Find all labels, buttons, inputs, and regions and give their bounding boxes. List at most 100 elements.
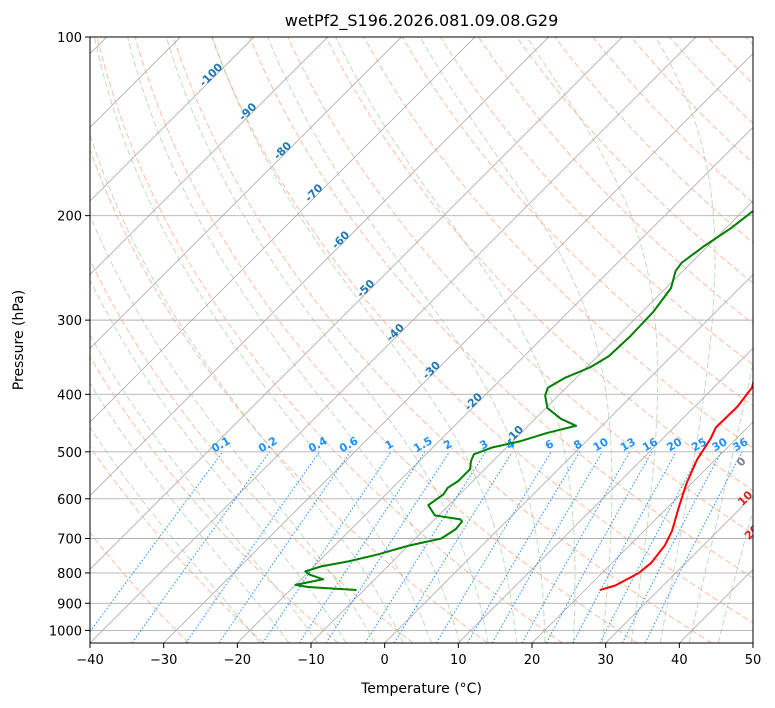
- isotherm-label: -30: [420, 358, 443, 381]
- isotherm-label: -100: [197, 60, 226, 89]
- x-tick-label: 10: [450, 653, 467, 668]
- moist-adiabat-line: [655, 37, 716, 643]
- isotherm-gridline: [90, 37, 476, 423]
- mixing-ratio-line: [90, 451, 224, 633]
- isotherm-gridline: [90, 37, 623, 570]
- x-tick-label: 50: [745, 653, 762, 668]
- dry-adiabat-line: [440, 37, 753, 366]
- y-tick-label: 300: [57, 314, 82, 329]
- y-tick-label: 1000: [49, 624, 82, 639]
- isotherm-gridline: [310, 200, 753, 643]
- plot-area: -100-90-80-70-60-50-40-30-20-10 0.1 0.2 0.…: [90, 37, 770, 643]
- mixing-ratio-lines: [90, 451, 743, 643]
- moist-adiabat-label: 10: [735, 488, 755, 508]
- y-tick-label: 200: [57, 210, 82, 225]
- y-tick-label: 400: [57, 388, 82, 403]
- y-axis-ticks: 100 200 300 400 500 600 700 800 900 1000: [49, 31, 90, 639]
- x-tick-label: −30: [150, 653, 177, 668]
- isotherm-label: -80: [271, 139, 294, 162]
- moist-adiabat-line: [90, 279, 347, 643]
- dry-adiabat-line: [592, 37, 753, 204]
- x-tick-label: −10: [297, 653, 324, 668]
- isotherm-gridline: [90, 37, 255, 202]
- dry-adiabat-line: [96, 37, 563, 643]
- sounding-series: [294, 209, 753, 592]
- temperature-profile-line: [599, 379, 753, 592]
- mixing-ratio-line: [185, 451, 320, 643]
- moist-adiabat-line: [335, 37, 576, 643]
- isotherm-label: -70: [302, 181, 325, 204]
- dry-adiabat-line: [90, 531, 190, 643]
- moist-adiabat-line: [165, 37, 489, 643]
- x-tick-label: −20: [224, 653, 251, 668]
- isotherm-gridline: [384, 274, 753, 643]
- mixing-ratio-line: [599, 451, 702, 643]
- moist-adiabat-line: [90, 426, 261, 643]
- isotherm-gridline: [163, 53, 753, 643]
- y-tick-label: 900: [57, 597, 82, 612]
- moist-adiabat-line: [267, 37, 546, 643]
- dry-adiabat-line: [249, 37, 753, 579]
- moist-adiabat-label: 30: [750, 554, 770, 574]
- mixing-ratio-line: [325, 451, 450, 643]
- mixing-ratio-line: [262, 451, 392, 643]
- x-tick-label: 0: [381, 653, 389, 668]
- mixing-ratio-line: [572, 451, 677, 643]
- isotherm-gridline: [605, 495, 753, 643]
- mixing-ratio-line: [467, 451, 581, 643]
- mixing-ratio-line: [545, 451, 653, 643]
- isotherm-gridline: [90, 37, 549, 497]
- x-tick-label: −40: [76, 653, 103, 668]
- mixing-ratio-line: [521, 451, 631, 643]
- mixing-ratio-line: [298, 451, 426, 643]
- mixing-ratio-labels: 0.1 0.2 0.4 0.6 1 1.5 2 3 4 6 8 10 13 16 20 25 30 36: [209, 434, 750, 455]
- moist-adiabat-line: [526, 37, 659, 643]
- mixing-ratio-line: [621, 451, 722, 643]
- x-tick-label: 40: [671, 653, 688, 668]
- isotherm-gridline: [752, 642, 753, 643]
- isotherm-gridline: [90, 37, 328, 276]
- y-tick-label: 600: [57, 493, 82, 508]
- isotherm-label: -60: [329, 228, 352, 251]
- mixing-ratio-label: 6: [543, 437, 556, 452]
- x-tick-label: 20: [524, 653, 541, 668]
- mixing-ratio-label: 2: [441, 437, 454, 452]
- moist-adiabat-line: [93, 37, 432, 643]
- dry-adiabat-line: [745, 37, 753, 46]
- isotherm-gridline: [237, 126, 753, 643]
- dewpoint-profile-line: [294, 209, 753, 592]
- y-tick-label: 100: [57, 31, 82, 46]
- y-tick-label: 500: [57, 446, 82, 461]
- isotherm-label: -50: [354, 277, 377, 300]
- dry-adiabat-line: [172, 37, 712, 643]
- mixing-ratio-line: [644, 451, 743, 643]
- moist-adiabat-line: [90, 333, 319, 643]
- dry-adiabat-line: [90, 445, 264, 643]
- isotherm-label: -20: [462, 390, 485, 413]
- y-tick-label: 700: [57, 533, 82, 548]
- x-axis-ticks: −40 −30 −20 −10 0 10 20 30 40 50: [76, 643, 761, 668]
- chart-title: wetPf2_S196.2026.081.09.08.G29: [285, 11, 559, 31]
- dry-adiabat-line: [90, 258, 414, 643]
- y-axis-label: Pressure (hPa): [11, 290, 27, 390]
- isotherm-gridline: [458, 347, 753, 643]
- mixing-ratio-line: [218, 451, 351, 643]
- dry-adiabat-line: [90, 148, 488, 643]
- skewed-isotherms: [90, 37, 753, 643]
- isotherm-gridline: [90, 37, 697, 643]
- moist-adiabat-line: [688, 361, 753, 643]
- mixing-ratio-line: [131, 451, 271, 643]
- x-tick-label: 30: [597, 653, 614, 668]
- moist-adiabats: [90, 37, 753, 643]
- isotherm-label: -40: [384, 321, 407, 344]
- moist-adiabat-line: [90, 382, 290, 643]
- moist-adiabat-label: 20: [742, 522, 762, 542]
- y-tick-label: 800: [57, 567, 82, 582]
- moist-adiabat-line: [90, 133, 404, 643]
- isotherm-labels: -100-90-80-70-60-50-40-30-20-10: [197, 60, 527, 446]
- plot-frame: [89, 36, 754, 644]
- dry-adiabat-line: [669, 37, 753, 125]
- dry-adiabat-line: [90, 355, 339, 643]
- isotherm-gridline: [90, 37, 402, 349]
- dry-adiabat-line: [516, 37, 753, 284]
